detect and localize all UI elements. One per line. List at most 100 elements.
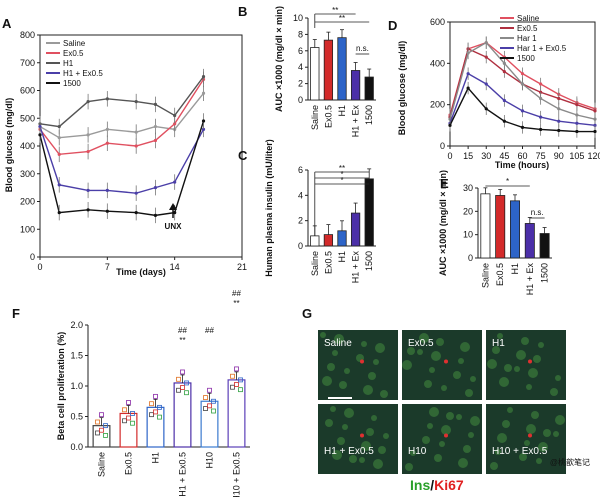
data-point [575, 103, 579, 107]
data-point [86, 208, 90, 212]
data-point [157, 414, 162, 420]
x-tick-label: 21 [237, 262, 247, 272]
y-tick-label: 300 [20, 169, 35, 179]
bar [337, 230, 347, 247]
tissue-cell [538, 442, 548, 452]
micrograph-image [402, 404, 482, 474]
bar [337, 37, 347, 101]
data-point [176, 387, 181, 393]
tissue-cell [378, 446, 386, 454]
data-point [134, 130, 138, 134]
data-point [593, 129, 597, 134]
data-point [520, 82, 525, 86]
data-point [184, 380, 189, 386]
y-axis-label: Human plasma insulin (mU/liter) [264, 139, 274, 277]
data-point [466, 51, 470, 55]
bar [539, 233, 550, 259]
tissue-cell [371, 415, 377, 421]
y-tick-label: 0 [468, 253, 473, 263]
tissue-cell [502, 420, 510, 428]
ki67-positive-nucleus [528, 433, 532, 438]
x-tick-label: 14 [170, 262, 180, 272]
data-point [173, 211, 177, 215]
data-point [134, 191, 138, 195]
x-tick-label: 15 [463, 151, 473, 161]
data-point [57, 124, 61, 129]
tissue-cell [373, 459, 383, 469]
micrograph-tile: H1 + Ex0.5 [318, 404, 398, 474]
data-point [201, 75, 206, 79]
unx-label: UNX [165, 222, 183, 231]
tissue-cell [337, 437, 345, 445]
y-tick-label: 700 [20, 58, 35, 68]
d-ylabel: Blood glucose (mg/dl) [397, 41, 407, 136]
y-tick-label: 0 [298, 241, 303, 251]
data-point [230, 373, 235, 379]
category-label: H1 + Ex0.5 [178, 452, 188, 497]
tissue-cell [446, 412, 454, 420]
y-tick-label: 6 [298, 165, 303, 175]
bar [364, 76, 374, 101]
ki67-positive-nucleus [360, 433, 364, 438]
category-label: H1 + Ex [351, 105, 361, 138]
series-line-5 [39, 120, 205, 217]
data-point [234, 382, 239, 387]
significance-mark: ** [233, 299, 239, 308]
tissue-cell [368, 372, 376, 380]
stain-legend: Ins/Ki67 [410, 477, 464, 493]
panel-label-b: B [238, 4, 247, 19]
tissue-cell [332, 350, 338, 356]
tissue-cell [325, 419, 333, 427]
category-label: Ex0.5 [323, 251, 333, 274]
data-point [130, 411, 135, 416]
tissue-cell [322, 376, 332, 386]
tissue-cell [536, 458, 542, 464]
legend-label: Har 1 + Ex0.5 [517, 44, 567, 53]
series-line-1 [39, 92, 205, 139]
data-point [539, 115, 543, 119]
category-label: H1 [151, 452, 161, 464]
tissue-cell [327, 363, 335, 371]
tissue-cell [332, 450, 342, 460]
tissue-cell [417, 349, 423, 355]
x-tick-label: 90 [554, 151, 564, 161]
tissue-cell [543, 429, 551, 437]
data-point [502, 61, 506, 65]
tissue-cell [470, 376, 476, 382]
data-point [593, 109, 597, 113]
panel-g: Saline Ex0.5 H1 H1 + Ex0.5 H10 H10 + Ex0.5 Ins… [318, 330, 590, 493]
tissue-cell [490, 462, 498, 470]
y-tick-label: 1.0 [70, 381, 83, 391]
tissue-cell [507, 407, 513, 413]
tissue-cell [402, 360, 412, 370]
category-label: 1500 [540, 263, 550, 283]
data-point [173, 122, 177, 126]
data-point [105, 209, 109, 213]
data-point [99, 412, 104, 418]
tissue-cell [553, 431, 559, 437]
y-tick-label: 200 [20, 197, 35, 207]
category-label: H1 [337, 105, 347, 117]
tissue-cell [460, 342, 470, 352]
category-label: Ex0.5 [323, 105, 333, 128]
data-point [149, 412, 154, 418]
data-point [484, 82, 488, 86]
tissue-cell [504, 364, 512, 372]
data-point [57, 183, 61, 187]
tissue-cell [366, 428, 374, 436]
y-tick-label: 500 [20, 113, 35, 123]
data-point [86, 133, 90, 137]
data-point [86, 100, 90, 104]
tissue-cell [424, 380, 432, 388]
stain-ins: Ins [410, 477, 430, 493]
data-point [57, 152, 61, 156]
category-label: Saline [310, 105, 320, 130]
data-point [520, 125, 525, 129]
data-point [173, 113, 177, 118]
data-point [539, 127, 543, 132]
micrograph-label: H10 [408, 446, 427, 457]
tissue-cell [555, 415, 565, 425]
category-label: H10 [205, 452, 215, 469]
micrograph-tile: Ex0.5 [402, 330, 482, 400]
micrograph-tile: H10 [402, 404, 482, 474]
